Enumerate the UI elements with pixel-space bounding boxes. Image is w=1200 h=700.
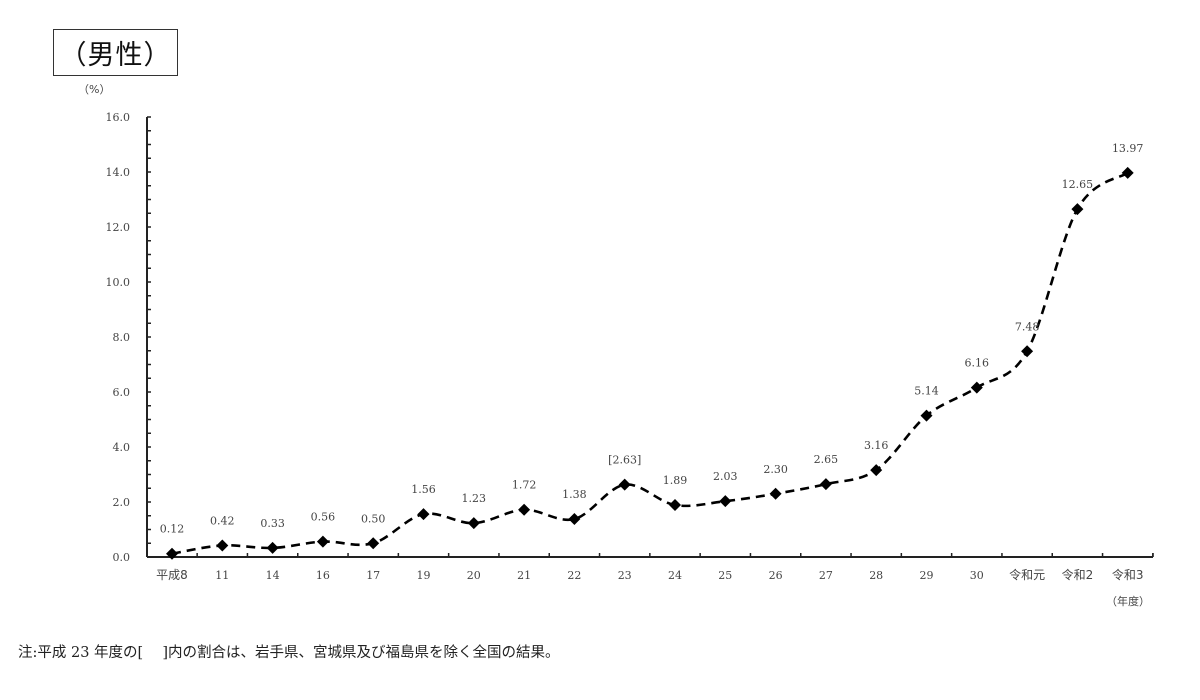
y-tick-label: 16.0 (106, 111, 131, 124)
diamond-marker (819, 478, 832, 491)
x-tick-label: 16 (316, 569, 330, 582)
x-tick-label: 平成8 (156, 568, 188, 582)
x-tick-label: 29 (920, 569, 934, 582)
diamond-marker (417, 508, 430, 521)
data-value-label: 1.56 (411, 483, 436, 496)
diamond-marker (1071, 203, 1084, 216)
data-value-label: 2.30 (763, 463, 788, 476)
diamond-marker (719, 495, 732, 508)
y-tick-label: 8.0 (113, 331, 131, 344)
x-tick-label: 21 (517, 569, 531, 582)
x-tick-label: 23 (618, 569, 632, 582)
diamond-marker (1121, 166, 1134, 179)
data-value-label: 1.23 (462, 492, 487, 505)
y-tick-label: 0.0 (113, 551, 131, 564)
chart-title: （男性） (59, 40, 172, 71)
y-tick-label: 6.0 (113, 386, 131, 399)
y-tick-label: 10.0 (106, 276, 131, 289)
y-tick-label: 14.0 (106, 166, 131, 179)
diamond-marker (518, 503, 531, 516)
data-value-label: 0.12 (160, 523, 185, 536)
x-tick-label: 28 (869, 569, 883, 582)
diamond-marker (467, 517, 480, 530)
data-value-label: 6.16 (965, 357, 990, 370)
footnote: 注:平成 23 年度の[ ]内の割合は、岩手県、宮城県及び福島県を除く全国の結果… (18, 645, 560, 661)
x-tick-label: 11 (215, 569, 229, 582)
x-tick-label: 令和元 (1009, 567, 1045, 582)
diamond-marker (1021, 345, 1034, 358)
x-tick-label: 24 (668, 569, 682, 582)
x-tick-label: 令和2 (1062, 567, 1094, 582)
data-value-label: 3.16 (864, 439, 889, 452)
y-axis: 0.0 2.0 4.0 6.0 8.0 10.0 12.0 14.0 16.0 (106, 111, 151, 564)
diamond-marker (166, 547, 178, 560)
diamond-marker (266, 541, 279, 554)
x-tick-label: 30 (970, 569, 984, 582)
diamond-marker (367, 537, 380, 550)
data-markers (166, 166, 1134, 560)
x-tick-label: 令和3 (1112, 567, 1144, 582)
data-value-label: [2.63] (608, 454, 641, 467)
data-value-label: 0.56 (311, 511, 336, 524)
x-tick-label: 20 (467, 569, 481, 582)
data-value-label: 1.89 (663, 474, 688, 487)
y-axis-unit-label: （%） (78, 83, 111, 96)
data-value-label: 13.97 (1112, 142, 1144, 155)
x-axis: 平成8 11 14 16 17 19 20 21 22 23 24 25 26 27 28 29 30 令和元 令和… (147, 553, 1154, 582)
x-tick-label: 17 (366, 569, 380, 582)
diamond-marker (920, 409, 933, 422)
diamond-marker (216, 539, 229, 552)
y-tick-label: 12.0 (106, 221, 131, 234)
data-value-label: 0.50 (361, 512, 386, 525)
data-value-labels: 0.12 0.42 0.33 0.56 0.50 1.56 1.23 1.72 1.38 [2.6… (160, 142, 1144, 536)
diamond-marker (568, 513, 581, 526)
x-axis-unit-label: （年度） (1106, 594, 1150, 608)
diamond-marker (669, 499, 681, 512)
diamond-marker (618, 478, 631, 491)
x-tick-label: 25 (718, 569, 732, 582)
diamond-marker (316, 535, 329, 548)
data-value-label: 12.65 (1062, 178, 1094, 191)
data-value-label: 1.38 (562, 488, 587, 501)
data-value-label: 0.33 (260, 517, 285, 530)
chart-title-box: （男性） (53, 29, 178, 76)
data-value-label: 7.48 (1015, 320, 1040, 333)
diamond-marker (769, 487, 782, 500)
data-value-label: 2.65 (814, 453, 839, 466)
data-value-label: 0.42 (210, 514, 235, 527)
diamond-marker (870, 464, 883, 477)
x-tick-label: 14 (266, 569, 280, 582)
y-tick-label: 2.0 (113, 496, 131, 509)
data-value-label: 2.03 (713, 470, 738, 483)
x-tick-label: 27 (819, 569, 833, 582)
y-tick-label: 4.0 (113, 441, 131, 454)
diamond-marker (970, 381, 983, 394)
data-value-label: 1.72 (512, 479, 537, 492)
data-value-label: 5.14 (914, 385, 939, 398)
x-tick-label: 19 (417, 569, 431, 582)
x-tick-label: 22 (567, 569, 581, 582)
x-tick-label: 26 (769, 569, 783, 582)
